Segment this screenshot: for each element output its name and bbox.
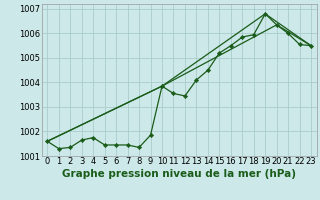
X-axis label: Graphe pression niveau de la mer (hPa): Graphe pression niveau de la mer (hPa) (62, 169, 296, 179)
